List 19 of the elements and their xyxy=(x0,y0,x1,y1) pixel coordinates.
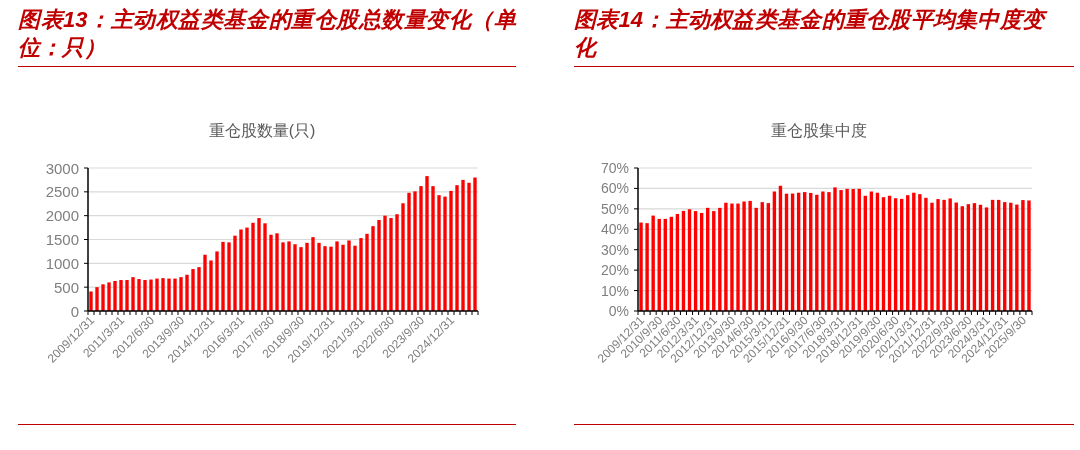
y-tick-label: 3000 xyxy=(45,159,79,177)
chart-subtitle: 重仓股数量(只) xyxy=(208,122,316,139)
y-tick-label: 500 xyxy=(53,278,79,296)
y-tick-label: 40% xyxy=(600,221,629,238)
y-tick-label: 0% xyxy=(608,303,629,319)
chart-subtitle: 重仓股集中度 xyxy=(771,122,867,139)
y-tick-label: 2500 xyxy=(45,183,79,201)
y-tick-label: 0 xyxy=(70,302,79,320)
chart-title: 图表14：主动权益类基金的重仓股平均集中度变化 xyxy=(574,6,1074,67)
y-tick-label: 1500 xyxy=(45,231,79,248)
y-tick-label: 60% xyxy=(600,180,629,197)
y-tick-label: 30% xyxy=(600,241,629,258)
y-tick-label: 1000 xyxy=(45,254,79,272)
y-tick-label: 20% xyxy=(600,262,629,279)
y-tick-label: 50% xyxy=(600,200,629,217)
chart-title: 图表13：主动权益类基金的重仓股总数量变化（单位：只） xyxy=(18,6,516,67)
y-tick-label: 2000 xyxy=(45,207,79,225)
y-tick-label: 10% xyxy=(600,282,629,299)
y-tick-label: 70% xyxy=(600,160,629,176)
